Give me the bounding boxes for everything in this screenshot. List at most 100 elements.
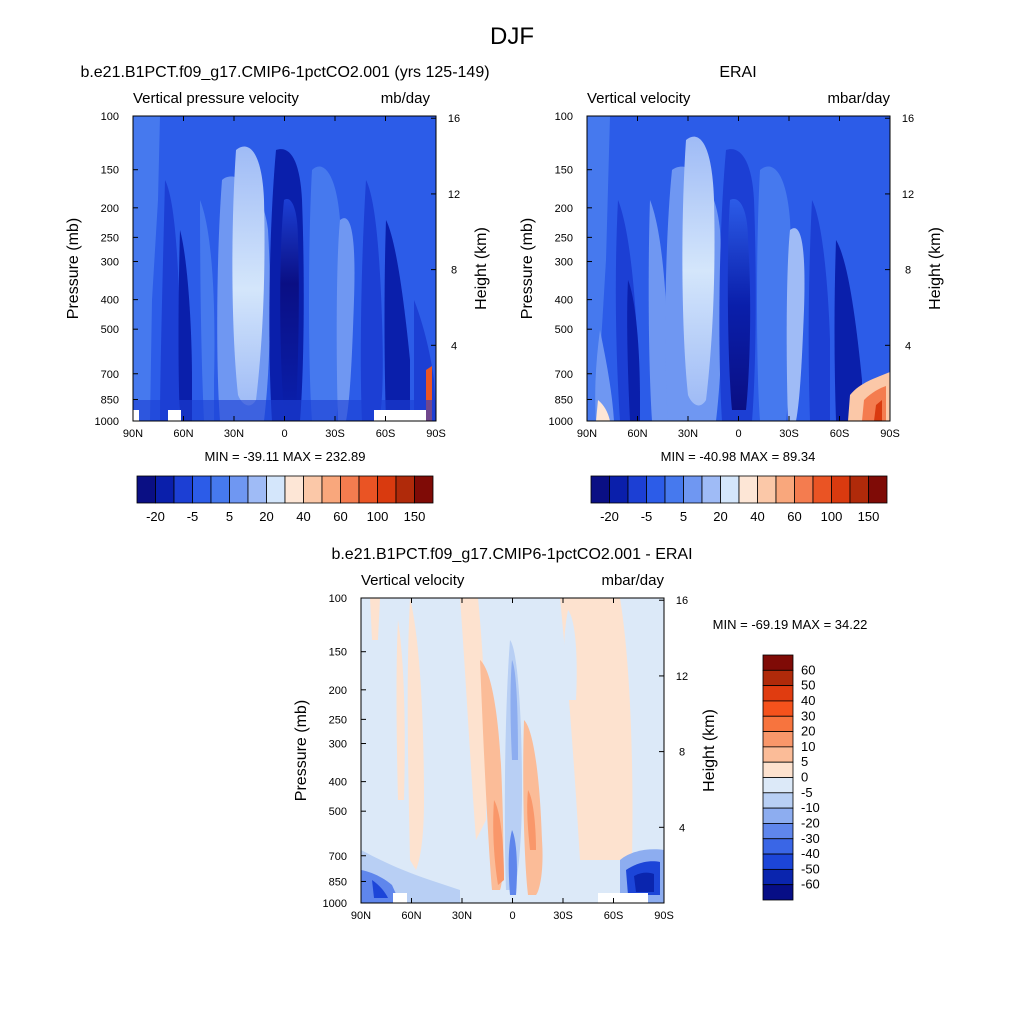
panel-diff-title: b.e21.B1PCT.f09_g17.CMIP6-1pctCO2.001 - … — [331, 546, 692, 563]
panel-diff-colorbar-label: -5 — [801, 785, 813, 800]
panel-model-right-string: mb/day — [381, 90, 431, 107]
panel-model-xtick-label: 90N — [123, 428, 143, 440]
panel-model-colorbar-swatch — [321, 475, 341, 504]
panel-diff-xtick-label: 0 — [509, 910, 515, 922]
panel-model-y2label: Height (km) — [473, 227, 490, 310]
panel-diff-xtick-label: 90S — [654, 910, 674, 922]
panel-diff-xtick-label: 30S — [553, 910, 573, 922]
panel-model-colorbar-label: -20 — [146, 509, 165, 524]
panel-diff-colorbar-swatch — [762, 685, 794, 702]
panel-diff-colorbar-swatch — [762, 654, 794, 671]
panel-obs-ytick-label: 200 — [555, 203, 573, 215]
panel-model-xtick-label: 60S — [376, 428, 396, 440]
panel-model-colorbar-label: -5 — [187, 509, 199, 524]
panel-model-colorbar-swatch — [284, 475, 304, 504]
panel-obs-colorbar-label: 150 — [858, 509, 880, 524]
panel-diff-colorbar-swatch — [762, 838, 794, 855]
panel-diff-y2tick-label: 12 — [676, 671, 688, 683]
panel-model-axes: 90N 60N 30N 0 30S 60S 90S 100 150 200 250 300 400 500… — [65, 111, 490, 440]
panel-diff-left-string: Vertical velocity — [361, 572, 465, 589]
panel-diff-colorbar-label: -50 — [801, 861, 820, 876]
panel-diff-ytick-label: 1000 — [323, 898, 347, 910]
panel-diff-y2tick-label: 8 — [679, 747, 685, 759]
panel-obs-colorbar-swatch — [868, 475, 888, 504]
panel-obs-axes: 90N 60N 30N 0 30S 60S 90S 100 150 200 250 300 400 500… — [519, 111, 944, 440]
panel-model-stats: MIN = -39.11 MAX = 232.89 — [205, 449, 366, 464]
panel-obs-colorbar-swatch — [627, 475, 647, 504]
panel-diff-colorbar-swatch — [762, 669, 794, 687]
panel-obs-ytick-label: 250 — [555, 232, 573, 244]
panel-model-ytick-label: 200 — [101, 203, 119, 215]
panel-model-colorbar-label: 150 — [404, 509, 426, 524]
panel-diff-colorbar-swatch — [762, 884, 794, 901]
panel-obs-ytick-label: 150 — [555, 165, 573, 177]
panel-model-y2tick-label: 4 — [451, 340, 457, 352]
panel-diff-colorbar-swatch — [762, 868, 794, 886]
panel-model-xtick-label: 60N — [173, 428, 193, 440]
panel-diff-xtick-label: 60S — [604, 910, 624, 922]
panel-diff-right-string: mbar/day — [601, 572, 664, 589]
panel-diff-stats: MIN = -69.19 MAX = 34.22 — [713, 617, 868, 632]
panel-model-ytick-label: 150 — [101, 165, 119, 177]
panel-diff-ylabel: Pressure (mb) — [293, 700, 310, 801]
panel-diff-colorbar-swatch — [762, 761, 794, 778]
panel-diff-xtick-label: 90N — [351, 910, 371, 922]
panel-obs-xtick-label: 90N — [577, 428, 597, 440]
panel-model-colorbar-swatch — [192, 475, 212, 504]
panel-diff-axes: 90N 60N 30N 0 30S 60S 90S 100 150 200 250 300 400 500… — [293, 593, 718, 922]
panel-obs-colorbar-swatch — [646, 475, 666, 504]
panel-diff-colorbar-label: 0 — [801, 770, 808, 785]
panel-model-title: b.e21.B1PCT.f09_g17.CMIP6-1pctCO2.001 (y… — [80, 64, 489, 81]
panel-diff-colorbar-swatch — [762, 731, 794, 748]
panel-model-ytick-label: 700 — [101, 369, 119, 381]
panel-model-colorbar-swatch — [377, 475, 397, 504]
panel-obs-y2tick-label: 12 — [902, 189, 914, 201]
panel-model-colorbar-swatch — [247, 475, 267, 504]
panel-obs-colorbar-swatch — [775, 475, 795, 504]
panel-obs-y2tick-label: 16 — [902, 113, 914, 125]
panel-diff-colorbar-label: -20 — [801, 815, 820, 830]
panel-diff-colorbar-swatch — [762, 807, 794, 824]
panel-model-y2tick-label: 8 — [451, 265, 457, 277]
panel-model-colorbar-swatch — [136, 475, 156, 504]
panel-diff-ytick-label: 850 — [329, 876, 347, 888]
panel-model-xtick-label: 90S — [426, 428, 446, 440]
panel-obs-colorbar-label: 20 — [713, 509, 727, 524]
panel-diff-y2tick-label: 16 — [676, 595, 688, 607]
panel-obs-ytick-label: 850 — [555, 394, 573, 406]
panel-obs-ytick-label: 700 — [555, 369, 573, 381]
panel-model-colorbar-swatch — [173, 475, 193, 504]
panel-obs-colorbar-swatch — [757, 475, 777, 504]
panel-diff-y2tick-label: 4 — [679, 822, 685, 834]
panel-obs-colorbar-swatch — [609, 475, 629, 504]
panel-obs-ytick-label: 100 — [555, 111, 573, 123]
panel-obs-colorbar-swatch — [831, 475, 851, 504]
panel-diff-colorbar-swatch — [762, 700, 794, 717]
panel-model-colorbar-swatch — [340, 475, 360, 504]
panel-obs-right-string: mbar/day — [827, 90, 890, 107]
panel-diff-colorbar-swatch — [762, 823, 794, 840]
panel-model-ytick-label: 300 — [101, 257, 119, 269]
panel-diff-colorbar-label: 50 — [801, 678, 815, 693]
panel-obs-colorbar: -20 -5 5 20 40 60 100 150 — [590, 475, 888, 524]
panel-obs: ERAI Vertical velocity mbar/day 90N 60N 3 — [519, 64, 944, 524]
panel-diff-colorbar-label: 40 — [801, 693, 815, 708]
panel-diff-colorbar-label: 20 — [801, 724, 815, 739]
panel-obs-ytick-label: 400 — [555, 295, 573, 307]
panel-diff-ytick-label: 500 — [329, 806, 347, 818]
panel-obs-y2tick-label: 8 — [905, 265, 911, 277]
panel-model-xtick-label: 30S — [325, 428, 345, 440]
panel-diff-colorbar-label: 10 — [801, 739, 815, 754]
panel-model-ytick-label: 400 — [101, 295, 119, 307]
panel-model-xtick-label: 0 — [281, 428, 287, 440]
panel-obs-colorbar-swatch — [590, 475, 610, 504]
panel-diff-colorbar-label: -40 — [801, 846, 820, 861]
panel-model-ytick-label: 250 — [101, 232, 119, 244]
panel-obs-y2label: Height (km) — [927, 227, 944, 310]
panel-model-colorbar-swatch — [229, 475, 249, 504]
panel-diff: b.e21.B1PCT.f09_g17.CMIP6-1pctCO2.001 - … — [293, 546, 867, 922]
panel-diff-colorbar-label: 5 — [801, 754, 808, 769]
panel-obs-colorbar-swatch — [738, 475, 758, 504]
